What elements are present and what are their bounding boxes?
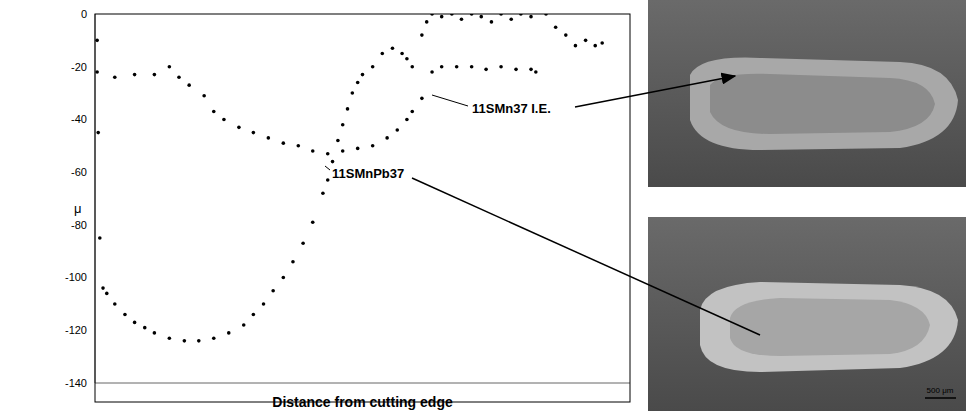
svg-text:-80: -80 bbox=[71, 219, 87, 231]
svg-text:μ: μ bbox=[74, 201, 82, 216]
svg-text:-20: -20 bbox=[71, 61, 87, 73]
svg-text:0: 0 bbox=[81, 8, 87, 20]
svg-text:-120: -120 bbox=[65, 324, 87, 336]
svg-text:500 μm: 500 μm bbox=[927, 386, 954, 395]
svg-text:Distance from cutting edge: Distance from cutting edge bbox=[272, 394, 453, 410]
svg-text:11SMnPb37: 11SMnPb37 bbox=[332, 166, 404, 181]
svg-text:-100: -100 bbox=[65, 271, 87, 283]
svg-text:11SMn37 I.E.: 11SMn37 I.E. bbox=[472, 101, 551, 116]
svg-text:-40: -40 bbox=[71, 113, 87, 125]
svg-text:-60: -60 bbox=[71, 166, 87, 178]
svg-text:-140: -140 bbox=[65, 377, 87, 389]
